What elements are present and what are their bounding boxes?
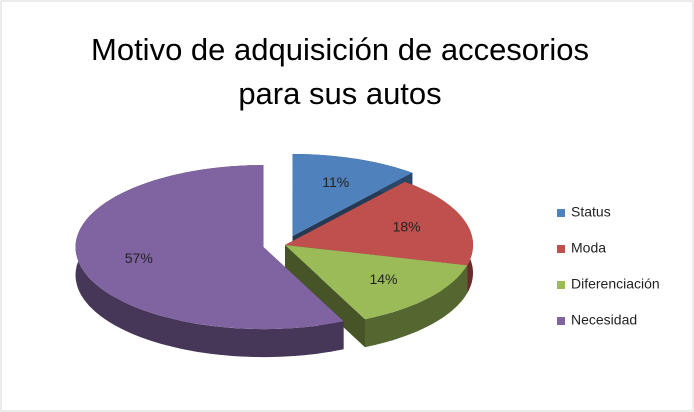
legend-swatch [557, 317, 565, 325]
data-label: 11% [322, 174, 349, 190]
legend-label: Necesidad [571, 312, 637, 328]
legend-swatch [557, 209, 565, 217]
data-label: 57% [125, 250, 153, 266]
slice [285, 181, 473, 266]
slice-side [365, 265, 468, 348]
slice-side [75, 165, 344, 358]
data-label: 18% [393, 218, 421, 234]
slice [292, 153, 413, 236]
slice [285, 245, 468, 320]
legend-label: Diferenciación [571, 276, 660, 292]
slice [75, 165, 344, 330]
legend-label: Status [571, 204, 611, 220]
legend-swatch [557, 281, 565, 289]
chart-title: Motivo de adquisición de accesorios para… [91, 32, 589, 111]
legend-label: Moda [571, 240, 606, 256]
slice-side [285, 245, 365, 348]
legend-swatch [557, 245, 565, 253]
data-label: 14% [369, 271, 397, 287]
